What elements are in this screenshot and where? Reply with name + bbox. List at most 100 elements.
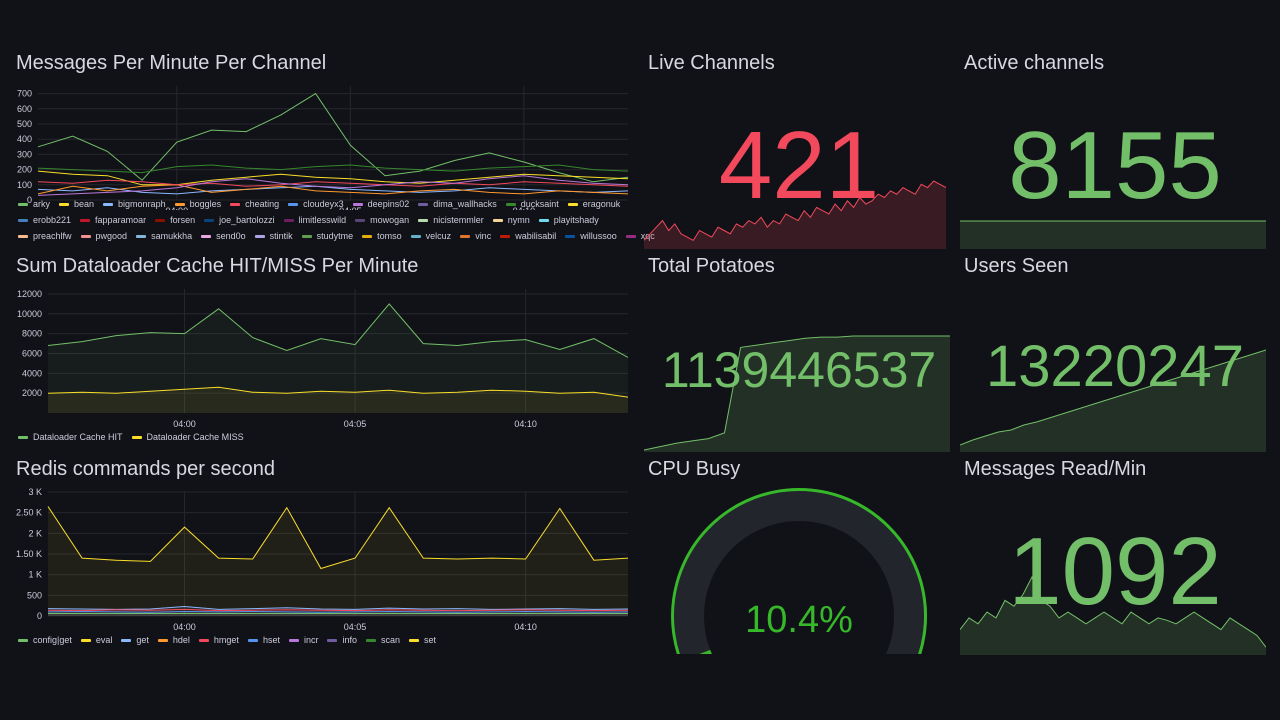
legend-swatch: [204, 218, 215, 222]
legend-item[interactable]: joe_bartolozzi: [204, 212, 275, 228]
legend-swatch: [362, 234, 373, 238]
legend-item[interactable]: willussoo: [565, 228, 617, 244]
y-tick-label: 100: [17, 180, 32, 190]
legend-item[interactable]: send0o: [201, 228, 246, 244]
legend-item[interactable]: deepins02: [352, 196, 409, 212]
legend-item[interactable]: samukkha: [136, 228, 192, 244]
legend-item[interactable]: config|get: [18, 632, 72, 648]
legend-label: Dataloader Cache HIT: [33, 432, 123, 442]
messages-per-minute-chart[interactable]: 700 600 500 400 300 200 100 0 04:00 04:05 04:10: [16, 80, 632, 210]
panel-title[interactable]: Users Seen: [964, 255, 1069, 277]
legend-swatch: [121, 638, 132, 642]
cache-hit-miss-panel: Sum Dataloader Cache HIT/MISS Per Minute…: [16, 255, 632, 449]
y-tick-label: 2.50 K: [16, 508, 42, 518]
legend-label: eval: [95, 635, 113, 645]
series-line-eval[interactable]: [47, 506, 629, 570]
legend-item[interactable]: forsen: [155, 212, 195, 228]
cpu-busy-panel: CPU Busy 10.4%: [648, 458, 950, 655]
messages-read-panel: Messages Read/Min 1092: [960, 458, 1266, 655]
legend-item[interactable]: cloudeyx3: [288, 196, 344, 212]
legend-label: studytme: [316, 231, 354, 241]
panel-title[interactable]: CPU Busy: [648, 458, 741, 480]
users-seen-panel: Users Seen 13220247: [960, 255, 1266, 452]
series-line-dataloader-cache-miss[interactable]: [47, 386, 629, 398]
legend-label: playitshady: [553, 215, 599, 225]
series-line-bean[interactable]: [37, 170, 629, 186]
legend-label: preachlfw: [33, 231, 72, 241]
legend-item[interactable]: bean: [59, 196, 94, 212]
series-line-arky[interactable]: [37, 92, 629, 183]
legend-label: velcuz: [425, 231, 452, 241]
series-line-ducksaint[interactable]: [37, 164, 629, 174]
legend-item[interactable]: velcuz: [410, 228, 452, 244]
legend-item[interactable]: fapparamoar: [80, 212, 146, 228]
legend-item[interactable]: arky: [18, 196, 50, 212]
legend-swatch: [80, 638, 91, 642]
cpu-busy-gauge: [671, 488, 927, 654]
live-channels-sparkline-line: [644, 180, 946, 242]
x-tick-label: 04:10: [513, 206, 536, 210]
legend-swatch: [80, 234, 91, 238]
legend-item[interactable]: tomso: [362, 228, 402, 244]
legend-label: vinc: [475, 231, 492, 241]
legend-swatch: [418, 202, 429, 206]
panel-title[interactable]: Messages Per Minute Per Channel: [16, 52, 327, 74]
legend-item[interactable]: mowogan: [355, 212, 409, 228]
series-line-get[interactable]: [47, 605, 629, 610]
panel-title[interactable]: Redis commands per second: [16, 458, 276, 480]
legend-item[interactable]: Dataloader Cache HIT: [18, 429, 123, 445]
legend-label: wabilisabil: [515, 231, 557, 241]
legend-swatch: [18, 638, 28, 642]
legend-item[interactable]: nymn: [492, 212, 530, 228]
legend-item[interactable]: set: [409, 632, 436, 648]
legend-item[interactable]: limitlesswild: [283, 212, 346, 228]
legend-row: preachlfw pwgood samukkha send0o stintik stud…: [18, 228, 664, 244]
legend-item[interactable]: incr: [288, 632, 318, 648]
legend-item[interactable]: info: [327, 632, 357, 648]
legend-item[interactable]: eragonuk: [567, 196, 620, 212]
panel-title[interactable]: Total Potatoes: [648, 255, 775, 277]
legend-swatch: [538, 218, 549, 222]
panel-title[interactable]: Sum Dataloader Cache HIT/MISS Per Minute: [16, 255, 419, 277]
series-line-hmget[interactable]: [47, 608, 629, 612]
legend-item[interactable]: boggles: [174, 196, 221, 212]
legend-item[interactable]: hmget: [198, 632, 239, 648]
legend-item[interactable]: scan: [365, 632, 400, 648]
legend-item[interactable]: cheating: [230, 196, 279, 212]
panel-title[interactable]: Active channels: [964, 52, 1105, 74]
redis-commands-chart[interactable]: 3 K 2.50 K 2 K 1.50 K 1 K 500 0 04:00 04:05 04:10: [16, 486, 632, 636]
legend-item[interactable]: erobb221: [18, 212, 71, 228]
legend-item[interactable]: vinc: [460, 228, 491, 244]
legend-item[interactable]: playitshady: [538, 212, 599, 228]
legend-item[interactable]: pwgood: [80, 228, 127, 244]
legend-item[interactable]: stintik: [254, 228, 293, 244]
panel-title[interactable]: Messages Read/Min: [964, 458, 1147, 480]
legend-item[interactable]: ducksaint: [505, 196, 559, 212]
legend-item[interactable]: Dataloader Cache MISS: [131, 429, 244, 445]
legend-item[interactable]: preachlfw: [18, 228, 72, 244]
legend-item[interactable]: nicistemmler: [418, 212, 484, 228]
series-line-deepins02[interactable]: [37, 175, 629, 196]
legend-item[interactable]: wabilisabil: [500, 228, 556, 244]
legend-swatch: [327, 638, 338, 642]
legend-item[interactable]: eval: [80, 632, 113, 648]
legend-item[interactable]: hset: [247, 632, 280, 648]
legend-item[interactable]: get: [121, 632, 149, 648]
series-line-dataloader-cache-hit[interactable]: [47, 303, 629, 358]
series-area-hmget: [48, 609, 628, 616]
panel-title[interactable]: Live Channels: [648, 52, 775, 74]
series-line-boggles[interactable]: [37, 184, 629, 195]
y-tick-label: 12000: [17, 289, 42, 299]
series-line-hset[interactable]: [47, 610, 629, 613]
series-line-cheating[interactable]: [37, 179, 629, 187]
live-channels-panel: Live Channels 421: [644, 52, 950, 249]
series-area-config-get: [48, 613, 628, 616]
legend-item[interactable]: bigmonraph: [103, 196, 166, 212]
legend-swatch: [500, 234, 511, 238]
legend-item[interactable]: dima_wallhacks: [418, 196, 497, 212]
legend-item[interactable]: studytme: [301, 228, 354, 244]
cache-hit-miss-chart[interactable]: 12000 10000 8000 6000 4000 2000 04:00 04:05 04:1…: [16, 283, 632, 433]
legend-swatch: [355, 218, 366, 222]
total-potatoes-sparkline-area: [644, 336, 950, 452]
legend-item[interactable]: hdel: [157, 632, 190, 648]
